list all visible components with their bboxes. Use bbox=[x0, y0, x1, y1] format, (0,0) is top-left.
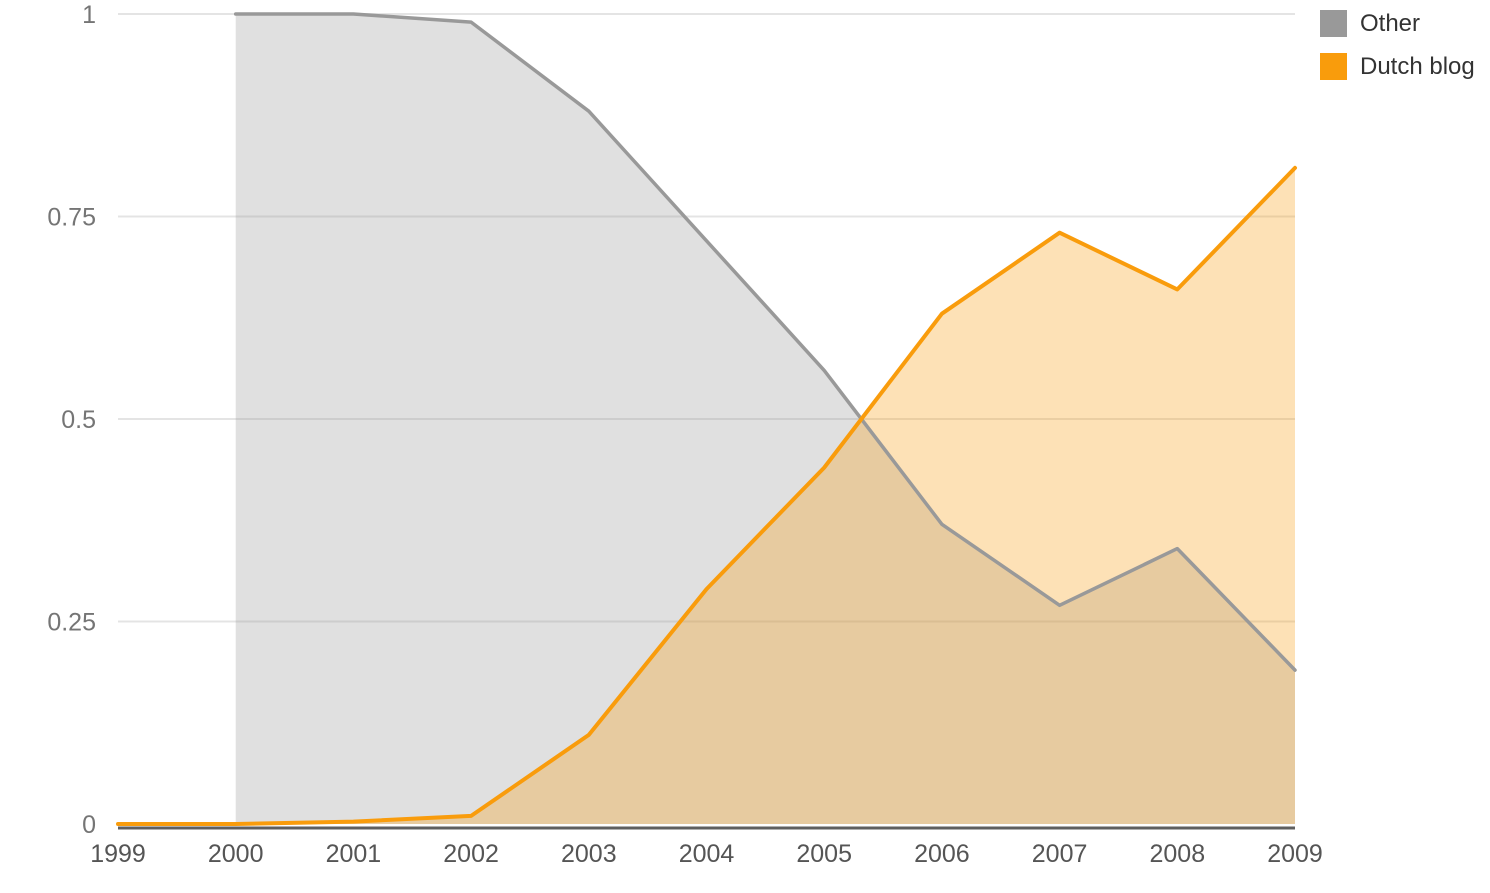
legend-swatch-other-icon bbox=[1320, 10, 1347, 37]
x-axis-label-2004: 2004 bbox=[679, 840, 735, 868]
y-axis-label-0: 0 bbox=[82, 811, 96, 839]
x-axis-label-2009: 2009 bbox=[1267, 840, 1323, 868]
y-axis-label-0.25: 0.25 bbox=[47, 609, 96, 637]
legend-label-other: Other bbox=[1360, 10, 1421, 37]
x-axis-label-2006: 2006 bbox=[914, 840, 970, 868]
x-axis-label-2008: 2008 bbox=[1149, 840, 1205, 868]
legend-item-other: Other bbox=[1320, 10, 1475, 37]
x-axis-label-2003: 2003 bbox=[561, 840, 617, 868]
x-axis-label-1999: 1999 bbox=[90, 840, 146, 868]
area-series-other bbox=[235, 14, 1296, 824]
legend: Other Dutch blog bbox=[1320, 10, 1475, 80]
y-axis-label-1: 1 bbox=[82, 1, 96, 29]
line-series-other bbox=[233, 12, 1297, 672]
line-series-dutch-blog bbox=[116, 165, 1297, 826]
y-axis-label-0.5: 0.5 bbox=[61, 406, 96, 434]
x-axis-label-2002: 2002 bbox=[443, 840, 499, 868]
legend-label-dutch-blog: Dutch blog bbox=[1360, 53, 1475, 80]
legend-swatch-dutch-blog-icon bbox=[1320, 53, 1347, 80]
legend-item-dutch-blog: Dutch blog bbox=[1320, 53, 1475, 80]
x-axis-label-2005: 2005 bbox=[796, 840, 852, 868]
x-axis-label-2001: 2001 bbox=[326, 840, 382, 868]
x-axis-label-2000: 2000 bbox=[208, 840, 264, 868]
x-axis-label-2007: 2007 bbox=[1032, 840, 1088, 868]
area-series-dutch-blog bbox=[118, 167, 1295, 824]
y-axis-label-0.75: 0.75 bbox=[47, 204, 96, 232]
